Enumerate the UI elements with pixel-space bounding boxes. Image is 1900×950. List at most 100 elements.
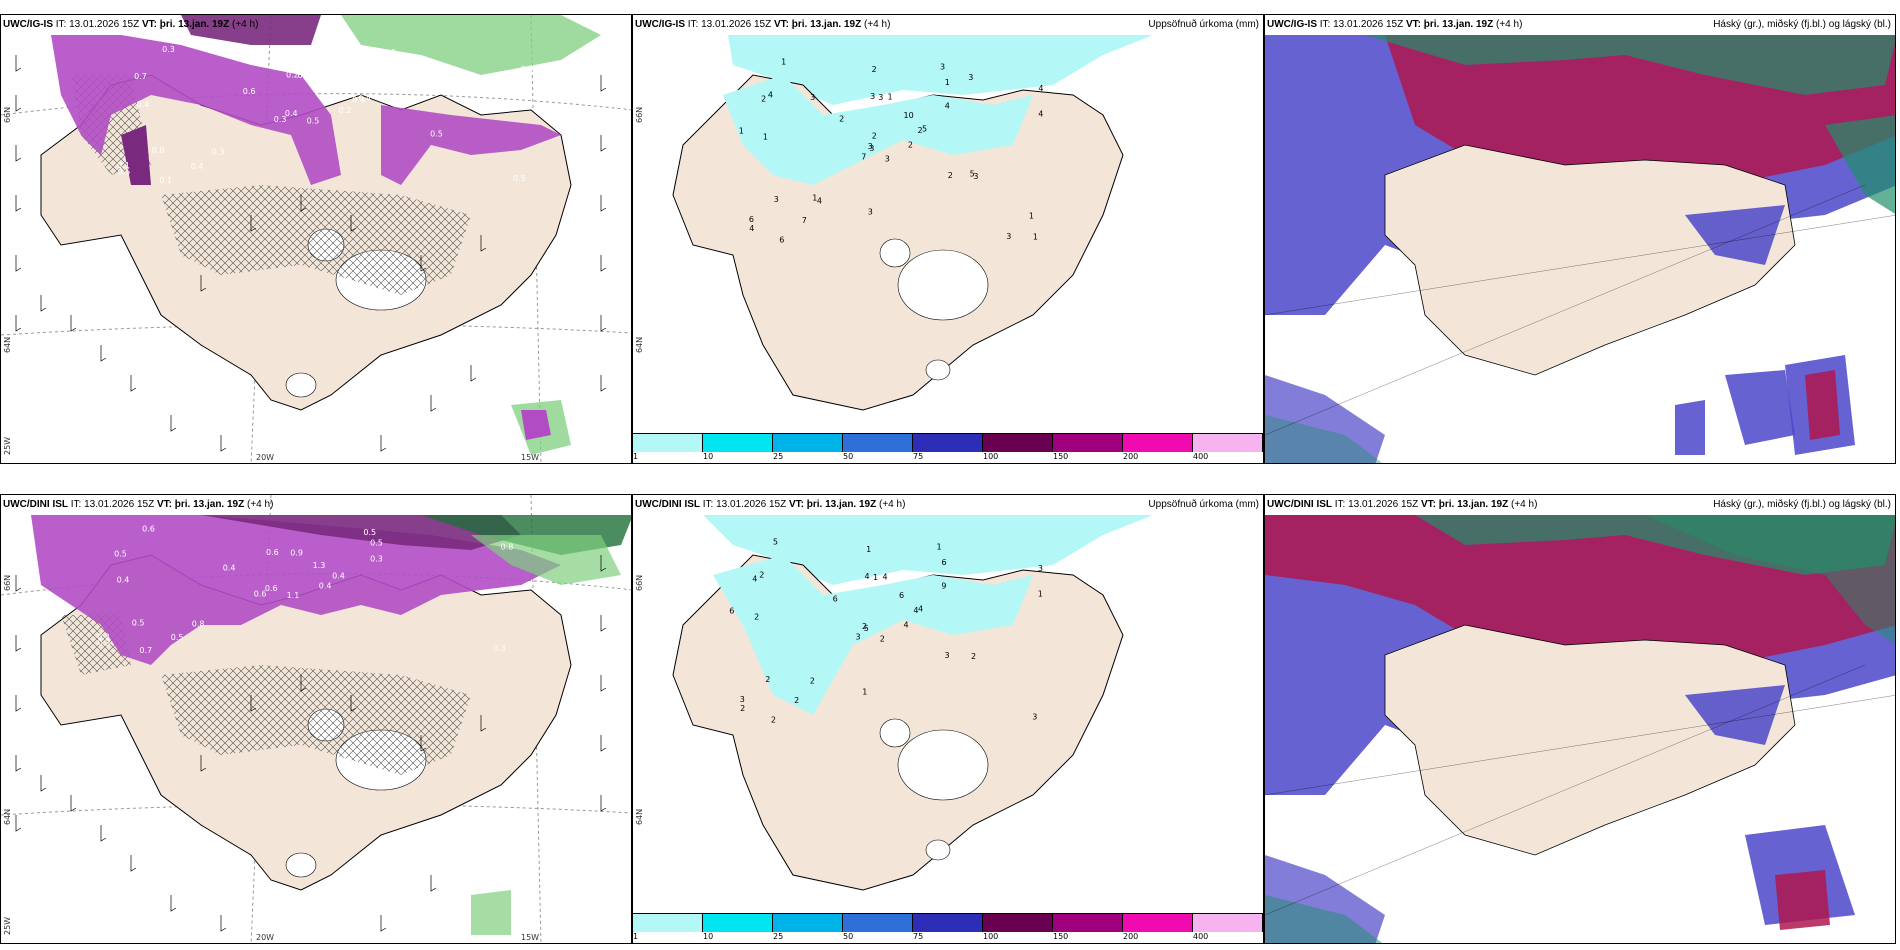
map-value-label: 0.6 [390, 77, 403, 86]
map-value-label: 2 [918, 126, 923, 135]
map-value-label: 4 [904, 621, 909, 630]
map-value-label: 2 [754, 612, 759, 621]
map-precip-top: 3236243112111474631032473534212433233131… [672, 35, 1153, 411]
map-wind-snow-top: 0.50.70.40.10.40.30.50.30.60.20.30.50.40… [1, 15, 631, 463]
precip-legend [633, 433, 1263, 452]
map-value-label: 2 [872, 132, 877, 141]
map-value-label: 2 [872, 65, 877, 74]
map-value-label: 0.2 [97, 632, 110, 641]
panel-wind-snow-bottom: 1.1 0.5 0.6 0.2 0.4 0.8 0.5 0.9 0.5 0.4 0.6 0.3 0.4 0… [0, 494, 632, 944]
map-value-label: 1 [945, 78, 950, 87]
map-value-label: 0.5 [370, 539, 383, 548]
map-value-label: 0.4 [137, 100, 150, 109]
map-value-label: 4 [918, 604, 923, 613]
map-value-label: 2 [794, 696, 799, 705]
map-value-label: 4 [945, 101, 950, 110]
legend-swatch [983, 914, 1053, 932]
map-value-label: 0.2 [286, 71, 299, 80]
map-value-label: 3 [940, 63, 945, 72]
lat-label-64n: 64N [635, 808, 644, 825]
legend-label: 10 [702, 452, 714, 461]
legend-label: 100 [983, 452, 999, 461]
panel-title: UWC/DINI ISL IT: 13.01.2026 15Z VT: þri.… [1267, 499, 1538, 510]
map-value-label: 0.3 [212, 147, 225, 156]
legend-swatch [1053, 434, 1123, 452]
legend-swatch [773, 434, 843, 452]
map-value-label: 0.4 [319, 581, 332, 590]
map-value-label: 0.3 [310, 71, 323, 80]
legend-swatch [633, 914, 703, 932]
lon-label-20w: 20W [256, 933, 275, 942]
lat-label-64n: 64N [3, 336, 12, 353]
map-value-label: 2 [880, 635, 885, 644]
map-value-label: 4 [1038, 84, 1043, 93]
map-value-label: 1 [1033, 232, 1038, 241]
map-value-label: 4 [768, 91, 773, 100]
map-value-label: 4 [1038, 110, 1043, 119]
map-value-label: 2 [759, 571, 764, 580]
panel-subtitle: Uppsöfnuð úrkoma (mm) [1148, 499, 1259, 510]
map-value-label: 1 [888, 93, 893, 102]
map-value-label: 0.1 [117, 161, 130, 170]
map-value-label: 6 [729, 606, 734, 615]
map-value-label: 3 [740, 695, 745, 704]
map-value-label: 0.7 [139, 646, 152, 655]
map-value-label: 6 [899, 591, 904, 600]
map-value-label: 2 [810, 676, 815, 685]
map-value-label: 0.5 [307, 117, 320, 126]
map-value-label: 2 [908, 141, 913, 150]
map-value-label: 5 [922, 124, 927, 133]
panel-title: UWC/DINI ISL IT: 13.01.2026 15Z VT: þri.… [3, 499, 274, 510]
map-clouds-bottom [1265, 515, 1895, 943]
map-value-label: 0.6 [243, 87, 256, 96]
map-value-label: 0.8 [192, 620, 205, 629]
legend-swatch [843, 434, 913, 452]
map-value-label: 0.4 [191, 162, 204, 171]
map-value-label: 0.5 [521, 65, 534, 74]
legend-label: 1 [633, 452, 639, 461]
map-value-label: 0.5 [171, 633, 184, 642]
map-value-label: 9 [941, 581, 946, 590]
map-value-label: 3 [868, 207, 873, 216]
map-value-label: 0.4 [358, 94, 371, 103]
legend-label: 100 [983, 932, 999, 941]
lat-label-25w: 25W [3, 436, 12, 455]
map-value-label: 6 [749, 215, 754, 224]
map-value-label: 0.3 [98, 638, 111, 647]
map-value-label: 0.5 [114, 550, 127, 559]
lat-label-25w: 25W [3, 916, 12, 935]
legend-swatch [1053, 914, 1123, 932]
panel-wind-snow-top: 0.5 0.7 0.4 0.1 0.4 0.3 0.5 0.3 0.6 0.2 0.3 0.5 0.4 0… [0, 14, 632, 464]
legend-swatch [773, 914, 843, 932]
lat-label-64n: 64N [635, 336, 644, 353]
map-value-label: 3 [774, 195, 779, 204]
map-value-label: 0.3 [370, 555, 383, 564]
map-value-label: 0.4 [332, 571, 345, 580]
precip-legend-labels: 1 10 25 50 75 100 150 200 400 [633, 932, 1263, 942]
lon-label-20w: 20W [256, 453, 275, 462]
map-value-label: 0.3 [162, 45, 175, 54]
map-value-label: 3 [868, 142, 873, 151]
map-value-label: 0.8 [152, 146, 165, 155]
panel-title: UWC/IG-IS IT: 13.01.2026 15Z VT: þri. 13… [1267, 19, 1523, 30]
panel-subtitle: Háský (gr.), miðský (fj.bl.) og lágský (… [1713, 499, 1891, 510]
legend-swatch [633, 434, 703, 452]
map-value-label: 0.5 [118, 168, 131, 177]
legend-label: 50 [843, 932, 854, 941]
legend-label: 400 [1192, 452, 1209, 461]
map-value-label: 0.6 [142, 525, 155, 534]
map-value-label: 3 [885, 155, 890, 164]
map-value-label: 6 [833, 595, 838, 604]
precip-legend [633, 913, 1263, 932]
lon-label-15w: 15W [521, 933, 540, 942]
map-value-label: 0.4 [223, 564, 236, 573]
map-value-label: 7 [861, 153, 866, 162]
map-value-label: 5 [864, 624, 869, 633]
map-value-label: 1 [763, 132, 768, 141]
lon-label-15w: 15W [521, 453, 540, 462]
map-value-label: 4 [752, 574, 757, 583]
map-value-label: 3 [973, 172, 978, 181]
map-value-label: 0.6 [390, 60, 403, 69]
legend-label: 75 [912, 452, 924, 461]
